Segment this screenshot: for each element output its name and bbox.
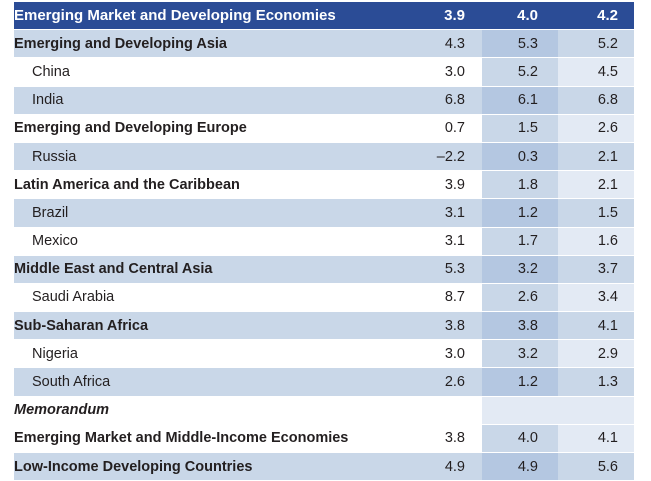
row-label: Emerging Market and Developing Economies bbox=[14, 2, 400, 31]
row-label: Emerging Market and Middle-Income Econom… bbox=[14, 424, 400, 454]
value-cell-v3: 1.3 bbox=[558, 367, 634, 397]
table-row: Saudi Arabia 8.7 2.6 3.4 bbox=[14, 283, 634, 313]
value-cell-v1: 8.7 bbox=[400, 283, 482, 313]
value-cell-v3: 5.2 bbox=[558, 29, 634, 59]
value-cell-v3: 5.6 bbox=[558, 452, 634, 481]
value-cell-v1 bbox=[400, 396, 482, 425]
value-cell-v3 bbox=[558, 396, 634, 425]
table-row: India 6.8 6.1 6.8 bbox=[14, 86, 634, 115]
table-row: Emerging and Developing Europe 0.7 1.5 2.6 bbox=[14, 114, 634, 143]
value-cell-v1: 4.9 bbox=[400, 452, 482, 481]
table-row: China 3.0 5.2 4.5 bbox=[14, 57, 634, 87]
value-cell-v2: 1.2 bbox=[482, 367, 558, 397]
table-row: Mexico 3.1 1.7 1.6 bbox=[14, 227, 634, 256]
table-row: South Africa 2.6 1.2 1.3 bbox=[14, 367, 634, 397]
row-label: Brazil bbox=[14, 198, 400, 228]
value-cell-v2: 1.5 bbox=[482, 114, 558, 143]
table-row: Low-Income Developing Countries 4.9 4.9 5.6 bbox=[14, 452, 634, 481]
row-label: Low-Income Developing Countries bbox=[14, 452, 400, 481]
value-cell-v3: 2.6 bbox=[558, 114, 634, 143]
table-row: Brazil 3.1 1.2 1.5 bbox=[14, 198, 634, 228]
growth-projections-table: Emerging Market and Developing Economies… bbox=[14, 2, 634, 481]
table-row: Middle East and Central Asia 5.3 3.2 3.7 bbox=[14, 255, 634, 284]
value-cell-v2: 2.6 bbox=[482, 283, 558, 313]
value-cell-v1: 3.8 bbox=[400, 311, 482, 341]
row-label: China bbox=[14, 57, 400, 87]
table-row: Latin America and the Caribbean 3.9 1.8 2.1 bbox=[14, 170, 634, 200]
value-cell-v2: 1.2 bbox=[482, 198, 558, 228]
value-cell-v3: 4.2 bbox=[558, 2, 634, 31]
row-label: Emerging and Developing Europe bbox=[14, 114, 400, 143]
value-cell-v1: 3.9 bbox=[400, 2, 482, 31]
value-cell-v3: 1.5 bbox=[558, 198, 634, 228]
row-label: Sub-Saharan Africa bbox=[14, 311, 400, 341]
value-cell-v1: 5.3 bbox=[400, 255, 482, 284]
value-cell-v1: 0.7 bbox=[400, 114, 482, 143]
value-cell-v2: 5.2 bbox=[482, 57, 558, 87]
row-label: Emerging and Developing Asia bbox=[14, 29, 400, 59]
row-label: Memorandum bbox=[14, 396, 400, 425]
value-cell-v1: 3.1 bbox=[400, 227, 482, 256]
value-cell-v3: 3.7 bbox=[558, 255, 634, 284]
value-cell-v1: 2.6 bbox=[400, 367, 482, 397]
value-cell-v1: 3.0 bbox=[400, 57, 482, 87]
value-cell-v1: 3.0 bbox=[400, 339, 482, 369]
value-cell-v2: 3.2 bbox=[482, 339, 558, 369]
value-cell-v1: 3.8 bbox=[400, 424, 482, 454]
table-row: Emerging and Developing Asia 4.3 5.3 5.2 bbox=[14, 29, 634, 59]
table-row: Russia –2.2 0.3 2.1 bbox=[14, 142, 634, 172]
value-cell-v2: 1.8 bbox=[482, 170, 558, 200]
value-cell-v1: 3.1 bbox=[400, 198, 482, 228]
table-row: Sub-Saharan Africa 3.8 3.8 4.1 bbox=[14, 311, 634, 341]
value-cell-v2: 0.3 bbox=[482, 142, 558, 172]
value-cell-v3: 2.1 bbox=[558, 170, 634, 200]
value-cell-v1: 6.8 bbox=[400, 86, 482, 115]
value-cell-v1: –2.2 bbox=[400, 142, 482, 172]
value-cell-v3: 6.8 bbox=[558, 86, 634, 115]
table-header-row: Emerging Market and Developing Economies… bbox=[14, 2, 634, 31]
table-body: Emerging Market and Developing Economies… bbox=[14, 2, 634, 481]
value-cell-v3: 4.1 bbox=[558, 311, 634, 341]
row-label: Middle East and Central Asia bbox=[14, 255, 400, 284]
value-cell-v3: 3.4 bbox=[558, 283, 634, 313]
row-label: Nigeria bbox=[14, 339, 400, 369]
row-label: Mexico bbox=[14, 227, 400, 256]
table-row: Memorandum bbox=[14, 396, 634, 425]
value-cell-v3: 2.1 bbox=[558, 142, 634, 172]
value-cell-v2: 5.3 bbox=[482, 29, 558, 59]
row-label: India bbox=[14, 86, 400, 115]
value-cell-v1: 4.3 bbox=[400, 29, 482, 59]
table-row: Nigeria 3.0 3.2 2.9 bbox=[14, 339, 634, 369]
value-cell-v1: 3.9 bbox=[400, 170, 482, 200]
row-label: Russia bbox=[14, 142, 400, 172]
value-cell-v2: 3.2 bbox=[482, 255, 558, 284]
value-cell-v2: 4.0 bbox=[482, 2, 558, 31]
value-cell-v3: 4.1 bbox=[558, 424, 634, 454]
value-cell-v2: 4.0 bbox=[482, 424, 558, 454]
value-cell-v3: 4.5 bbox=[558, 57, 634, 87]
value-cell-v3: 2.9 bbox=[558, 339, 634, 369]
row-label: South Africa bbox=[14, 367, 400, 397]
table-row: Emerging Market and Middle-Income Econom… bbox=[14, 424, 634, 454]
row-label: Latin America and the Caribbean bbox=[14, 170, 400, 200]
value-cell-v3: 1.6 bbox=[558, 227, 634, 256]
row-label: Saudi Arabia bbox=[14, 283, 400, 313]
value-cell-v2 bbox=[482, 396, 558, 425]
value-cell-v2: 6.1 bbox=[482, 86, 558, 115]
value-cell-v2: 4.9 bbox=[482, 452, 558, 481]
value-cell-v2: 3.8 bbox=[482, 311, 558, 341]
value-cell-v2: 1.7 bbox=[482, 227, 558, 256]
